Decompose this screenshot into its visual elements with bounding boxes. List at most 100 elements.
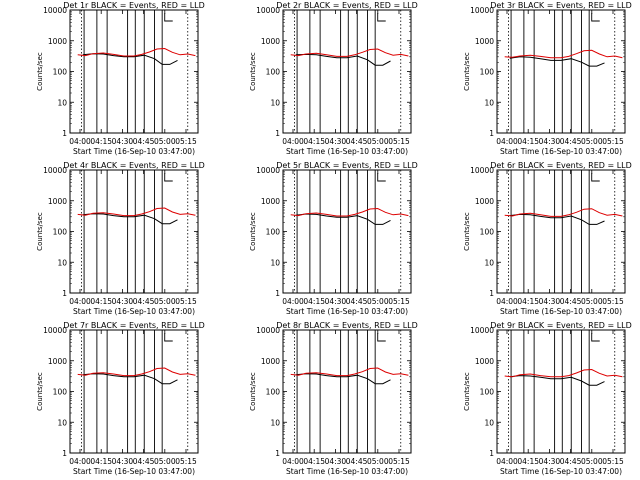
marker-bracket (164, 13, 173, 22)
x-axis-label: Start Time (16-Sep-10 03:47:00) (73, 147, 195, 156)
marker-bracket (591, 173, 600, 182)
panel-title: Det 7r BLACK = Events, RED = LLD (63, 321, 205, 330)
x-tick-label: 05:00 (367, 297, 389, 306)
x-tick-label: 05:15 (388, 457, 410, 466)
x-tick-label: 05:00 (154, 297, 176, 306)
x-tick-label: 04:45 (133, 297, 155, 306)
marker-bracket (377, 333, 386, 342)
plot-frame (496, 9, 626, 134)
x-tick-label: 04:15 (517, 137, 539, 146)
y-tick-label: 100 (53, 68, 68, 77)
x-tick-label: 05:00 (581, 297, 603, 306)
panel-6: Det 6r BLACK = Events, RED = LLD 1 10 100 10… (463, 161, 632, 316)
y-tick-label: 10000 (256, 326, 280, 335)
events-series-line (82, 53, 178, 65)
y-tick-label: 10 (270, 418, 280, 427)
x-axis-label: Start Time (16-Sep-10 03:47:00) (286, 307, 408, 316)
y-tick-label: 10000 (470, 166, 494, 175)
y-tick-label: 1 (62, 129, 67, 138)
panel-2: Det 2r BLACK = Events, RED = LLD 1 10 100 10… (249, 1, 418, 156)
y-tick-label: 1000 (261, 357, 280, 366)
events-series-line (82, 373, 178, 385)
y-tick-label: 1 (489, 129, 494, 138)
y-tick-label: 10 (57, 98, 67, 107)
y-tick-label: 100 (480, 228, 495, 237)
x-axis-label: Start Time (16-Sep-10 03:47:00) (500, 307, 622, 316)
x-tick-label: 04:15 (517, 457, 539, 466)
y-tick-label: 1000 (475, 357, 494, 366)
y-axis-label: Counts/sec (36, 212, 44, 251)
events-series-line (509, 56, 605, 67)
y-axis-label: Counts/sec (463, 52, 471, 91)
marker-bracket (377, 13, 386, 22)
y-tick-label: 10 (484, 98, 494, 107)
y-tick-label: 1000 (475, 197, 494, 206)
y-tick-label: 100 (266, 388, 281, 397)
y-axis-label: Counts/sec (249, 212, 257, 251)
y-tick-label: 1 (489, 289, 494, 298)
y-tick-label: 1000 (48, 357, 67, 366)
events-series-line (509, 375, 605, 386)
events-series-line (295, 53, 391, 66)
y-tick-label: 100 (53, 228, 68, 237)
x-tick-label: 04:15 (517, 297, 539, 306)
plot-frame (496, 329, 626, 454)
y-tick-label: 10000 (43, 326, 67, 335)
events-series-line (295, 373, 391, 385)
x-tick-label: 04:00 (496, 297, 518, 306)
x-tick-label: 05:15 (175, 137, 197, 146)
y-tick-label: 1 (275, 289, 280, 298)
y-tick-label: 1 (275, 449, 280, 458)
x-tick-label: 04:30 (112, 137, 134, 146)
marker-bracket (591, 333, 600, 342)
panel-3: Det 3r BLACK = Events, RED = LLD 1 10 100 10… (463, 1, 632, 156)
plot-frame (69, 169, 199, 294)
panel-4: Det 4r BLACK = Events, RED = LLD 1 10 100 10… (36, 161, 205, 316)
y-tick-label: 100 (480, 68, 495, 77)
x-tick-label: 05:00 (581, 137, 603, 146)
panel-title: Det 3r BLACK = Events, RED = LLD (490, 1, 632, 10)
lld-series-line (504, 208, 623, 217)
x-axis-label: Start Time (16-Sep-10 03:47:00) (500, 467, 622, 476)
y-tick-label: 10000 (256, 6, 280, 15)
events-series-line (509, 213, 605, 225)
marker-bracket (164, 173, 173, 182)
y-tick-label: 10 (270, 98, 280, 107)
x-axis-label: Start Time (16-Sep-10 03:47:00) (73, 467, 195, 476)
y-tick-label: 100 (266, 68, 281, 77)
y-tick-label: 10 (484, 418, 494, 427)
lld-series-line (290, 48, 409, 57)
y-axis-label: Counts/sec (249, 52, 257, 91)
y-tick-label: 10000 (43, 6, 67, 15)
x-tick-label: 04:15 (303, 457, 325, 466)
x-tick-label: 04:30 (325, 457, 347, 466)
y-tick-label: 10000 (256, 166, 280, 175)
panel-9: Det 9r BLACK = Events, RED = LLD 1 10 100 10… (463, 321, 632, 476)
plot-frame (496, 169, 626, 294)
x-tick-label: 05:15 (175, 297, 197, 306)
y-axis-label: Counts/sec (36, 372, 44, 411)
y-tick-label: 10 (57, 258, 67, 267)
x-axis-label: Start Time (16-Sep-10 03:47:00) (286, 147, 408, 156)
panel-title: Det 8r BLACK = Events, RED = LLD (276, 321, 418, 330)
y-tick-label: 1000 (475, 37, 494, 46)
lld-series-line (77, 367, 196, 377)
x-tick-label: 05:15 (602, 297, 624, 306)
x-axis-label: Start Time (16-Sep-10 03:47:00) (286, 467, 408, 476)
x-tick-label: 04:45 (346, 137, 368, 146)
x-tick-label: 04:15 (303, 137, 325, 146)
x-tick-label: 05:00 (367, 457, 389, 466)
x-axis-label: Start Time (16-Sep-10 03:47:00) (73, 307, 195, 316)
lld-series-line (77, 47, 196, 57)
x-tick-label: 04:00 (282, 137, 304, 146)
panel-title: Det 1r BLACK = Events, RED = LLD (63, 1, 205, 10)
lld-series-line (504, 368, 623, 378)
y-tick-label: 10000 (43, 166, 67, 175)
y-axis-label: Counts/sec (463, 372, 471, 411)
y-tick-label: 1 (489, 449, 494, 458)
y-tick-label: 1000 (48, 197, 67, 206)
x-tick-label: 04:45 (560, 137, 582, 146)
panel-title: Det 6r BLACK = Events, RED = LLD (490, 161, 632, 170)
lld-series-line (290, 207, 409, 217)
